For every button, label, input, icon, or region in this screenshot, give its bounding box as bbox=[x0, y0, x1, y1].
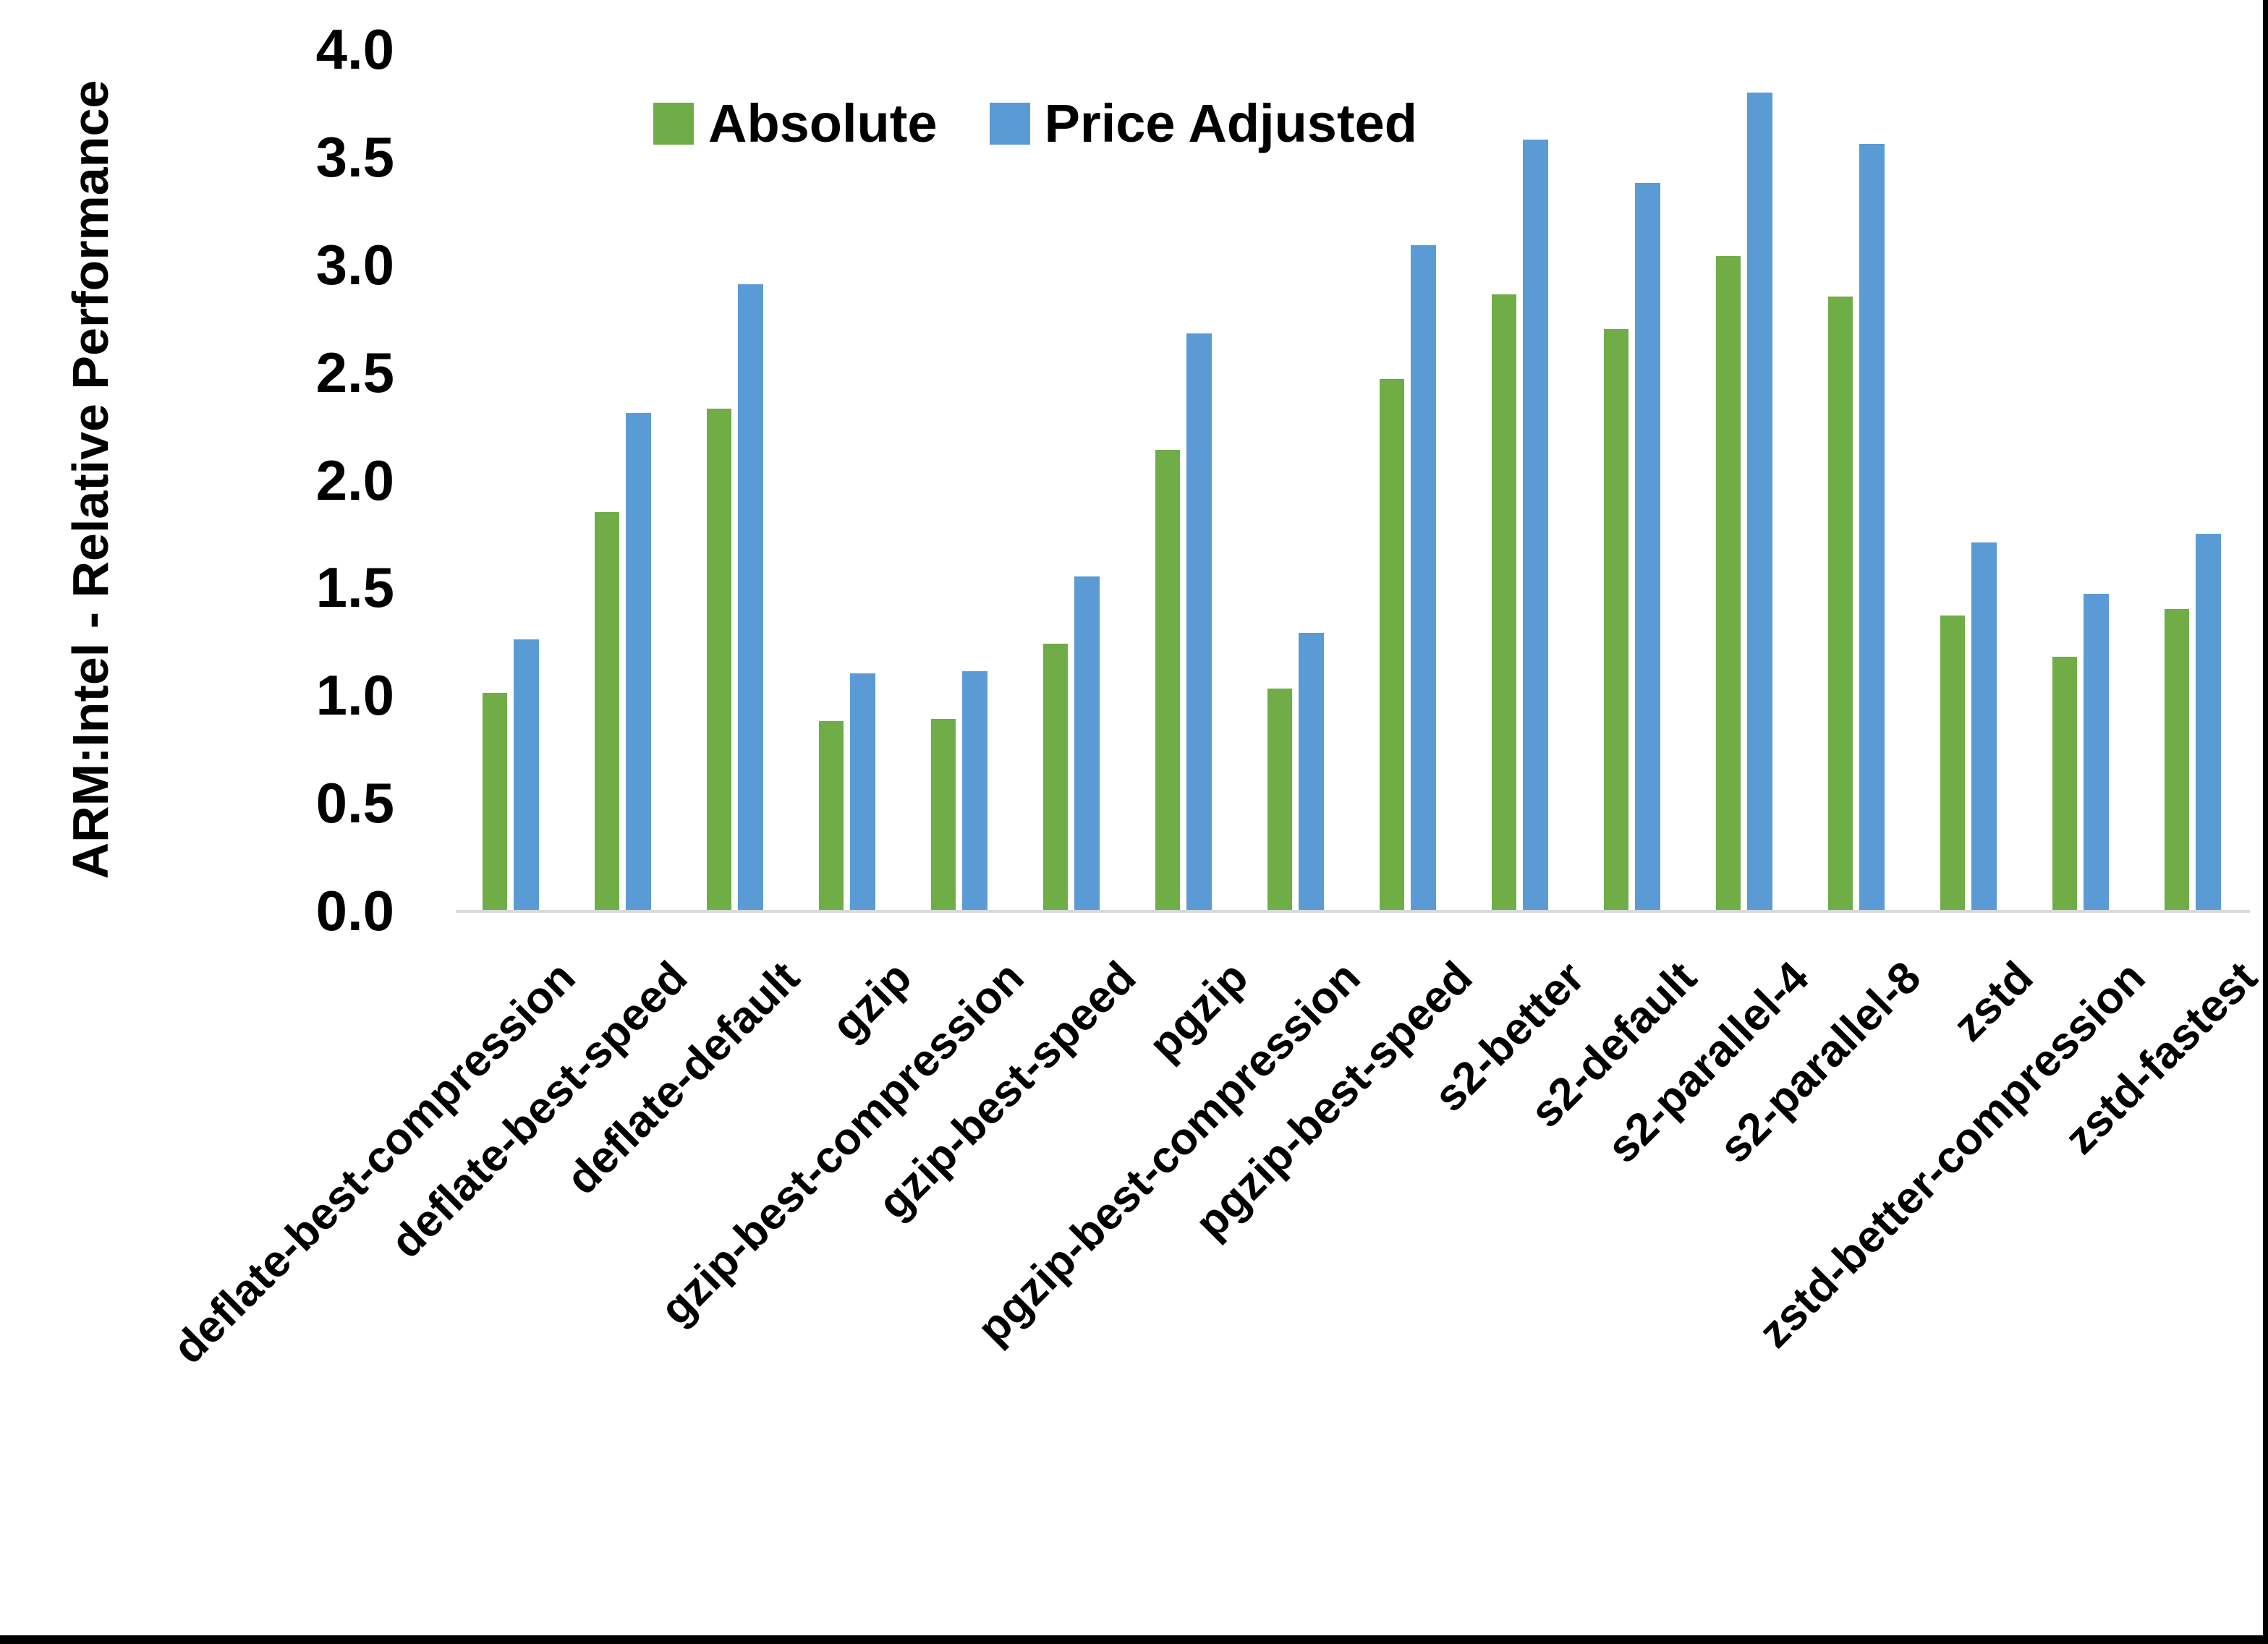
bar-absolute-gzip-best-speed bbox=[1043, 644, 1068, 911]
bar-price-adjusted-zstd bbox=[1971, 542, 1997, 911]
y-tick-1.5: 1.5 bbox=[315, 555, 394, 620]
figure-border-right bbox=[2263, 0, 2268, 1644]
bar-price-adjusted-pgzip-best-speed bbox=[1411, 245, 1436, 911]
bar-price-adjusted-zstd-fastest bbox=[2196, 534, 2221, 911]
bar-absolute-gzip bbox=[819, 721, 844, 911]
legend-label-absolute: Absolute bbox=[708, 93, 938, 153]
bar-price-adjusted-deflate-best-compression bbox=[514, 639, 539, 911]
legend: Absolute Price Adjusted bbox=[653, 93, 1417, 154]
bar-price-adjusted-s2-better bbox=[1523, 140, 1548, 911]
y-tick-3.0: 3.0 bbox=[315, 232, 394, 297]
x-axis-line bbox=[456, 910, 2250, 913]
bar-price-adjusted-zstd-better-compression bbox=[2084, 594, 2109, 911]
bar-absolute-s2-default bbox=[1604, 329, 1628, 911]
y-tick-1.0: 1.0 bbox=[315, 663, 394, 728]
y-tick-0.0: 0.0 bbox=[315, 879, 394, 942]
bar-price-adjusted-gzip-best-compression bbox=[962, 671, 988, 911]
bar-price-adjusted-s2-parallel-8 bbox=[1859, 144, 1885, 911]
bar-absolute-pgzip-best-compression bbox=[1267, 689, 1292, 911]
bar-price-adjusted-s2-default bbox=[1635, 183, 1660, 911]
bar-absolute-s2-parallel-4 bbox=[1716, 256, 1741, 911]
legend-swatch-price-adjusted bbox=[989, 102, 1030, 145]
bar-price-adjusted-pgzip-best-compression bbox=[1299, 633, 1324, 911]
y-tick-2.0: 2.0 bbox=[315, 448, 394, 512]
legend-label-price-adjusted: Price Adjusted bbox=[1044, 93, 1417, 153]
bar-price-adjusted-deflate-best-speed bbox=[626, 413, 651, 911]
bar-price-adjusted-gzip-best-speed bbox=[1074, 576, 1100, 911]
figure-border-bottom bbox=[0, 1635, 2268, 1644]
bar-price-adjusted-deflate-default bbox=[738, 284, 763, 911]
bar-absolute-deflate-best-compression bbox=[483, 693, 507, 911]
bar-absolute-pgzip-best-speed bbox=[1380, 379, 1404, 911]
bar-absolute-s2-parallel-8 bbox=[1828, 297, 1853, 911]
bar-absolute-zstd-fastest bbox=[2165, 609, 2189, 911]
legend-swatch-absolute bbox=[653, 102, 694, 145]
bar-absolute-gzip-best-compression bbox=[931, 719, 956, 911]
bar-price-adjusted-gzip bbox=[850, 673, 875, 911]
bar-absolute-zstd bbox=[1940, 616, 1965, 911]
bar-absolute-zstd-better-compression bbox=[2052, 657, 2077, 911]
y-tick-2.5: 2.5 bbox=[315, 340, 394, 404]
y-tick-0.5: 0.5 bbox=[315, 771, 394, 835]
legend-item-price-adjusted: Price Adjusted bbox=[989, 93, 1417, 154]
bar-price-adjusted-s2-parallel-4 bbox=[1747, 93, 1772, 911]
bar-absolute-deflate-default bbox=[707, 409, 731, 911]
y-tick-4.0: 4.0 bbox=[315, 17, 394, 81]
y-tick-3.5: 3.5 bbox=[315, 124, 394, 189]
bar-absolute-s2-better bbox=[1492, 294, 1516, 911]
bar-absolute-pgzip bbox=[1155, 450, 1180, 911]
bar-absolute-deflate-best-speed bbox=[595, 512, 619, 911]
bar-price-adjusted-pgzip bbox=[1186, 333, 1212, 911]
legend-item-absolute: Absolute bbox=[653, 93, 938, 154]
